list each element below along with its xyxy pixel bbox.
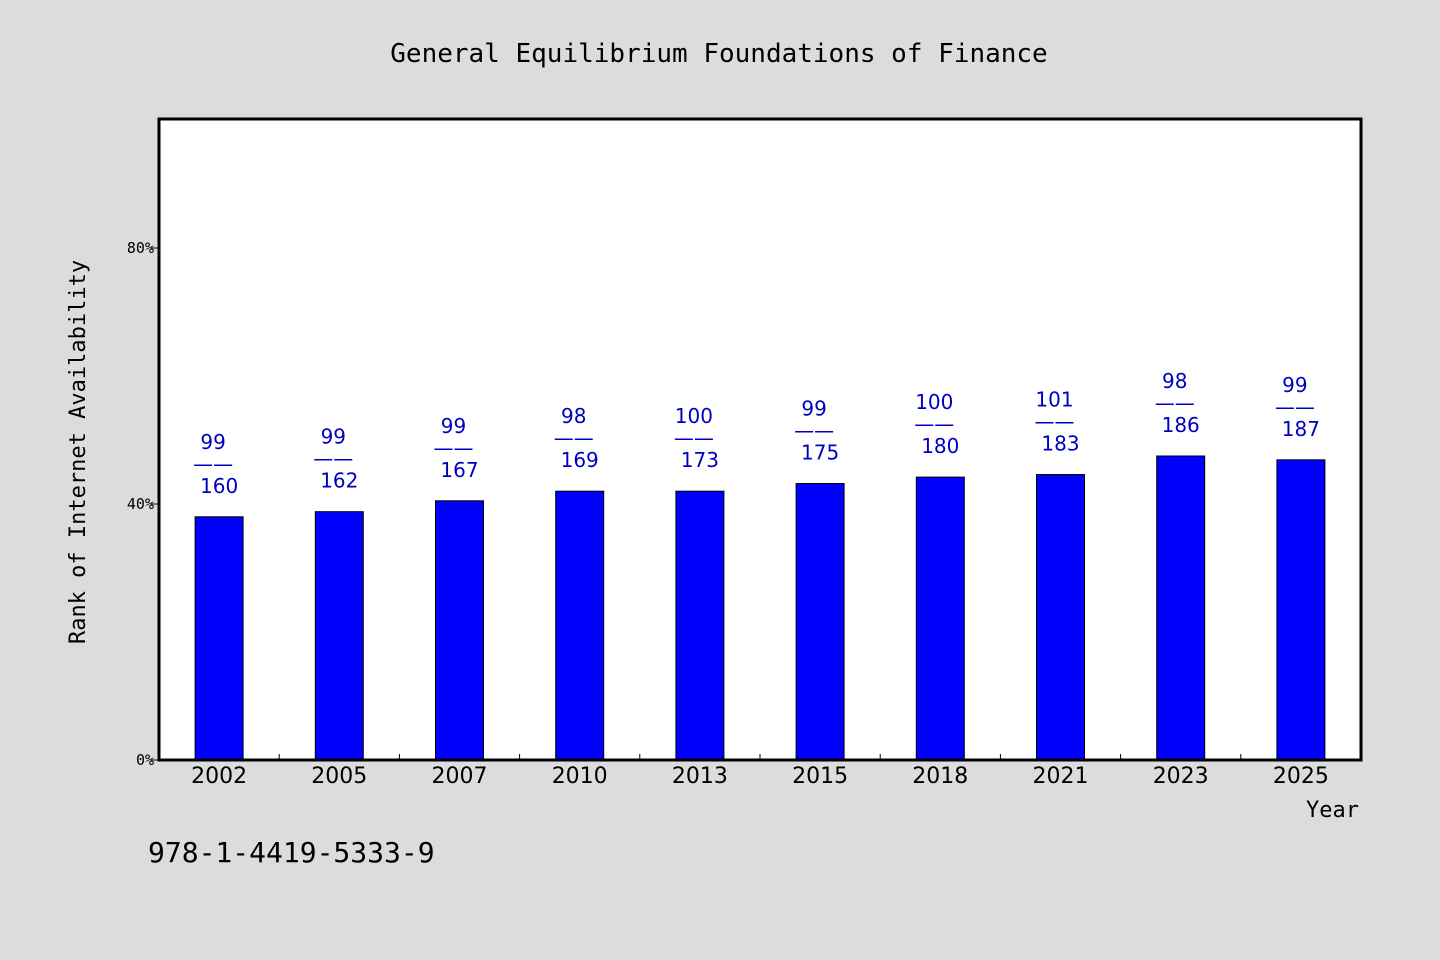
bar-2005 bbox=[314, 511, 364, 761]
x-tick-label: 2015 bbox=[792, 764, 848, 789]
y-tick-label: 40% bbox=[127, 495, 154, 513]
footer-isbn: 978-1-4419-5333-9 bbox=[148, 836, 435, 869]
data-label-bottom: 160 bbox=[200, 474, 238, 498]
y-axis-label: Rank of Internet Availability bbox=[66, 260, 91, 644]
data-label-top: 99 bbox=[321, 425, 346, 449]
x-tick-label: 2002 bbox=[191, 764, 247, 789]
data-label-separator: —— bbox=[554, 426, 594, 450]
x-tick-label: 2023 bbox=[1153, 764, 1209, 789]
bar-2015 bbox=[795, 483, 845, 761]
data-label-bottom: 169 bbox=[561, 448, 599, 472]
x-tick-label: 2021 bbox=[1033, 764, 1089, 789]
x-tick-label: 2018 bbox=[912, 764, 968, 789]
data-label-top: 99 bbox=[200, 430, 225, 454]
chart-title: General Equilibrium Foundations of Finan… bbox=[390, 39, 1047, 69]
plot-frame bbox=[157, 117, 1363, 762]
y-tick-label: 0% bbox=[136, 751, 154, 769]
data-label-bottom: 175 bbox=[801, 441, 839, 465]
data-label-separator: —— bbox=[313, 447, 353, 471]
data-label-separator: —— bbox=[914, 412, 954, 436]
data-label-top: 99 bbox=[1282, 373, 1307, 397]
x-tick-label: 2007 bbox=[432, 764, 488, 789]
data-label-top: 100 bbox=[675, 404, 713, 428]
x-tick-label: 2010 bbox=[552, 764, 608, 789]
data-label-bottom: 173 bbox=[681, 448, 719, 472]
data-label-separator: —— bbox=[1275, 395, 1315, 419]
x-axis-label: Year bbox=[1306, 798, 1359, 823]
x-tick-label: 2025 bbox=[1273, 764, 1329, 789]
data-label-top: 99 bbox=[441, 414, 466, 438]
data-label-bottom: 180 bbox=[921, 434, 959, 458]
x-tick-label: 2005 bbox=[311, 764, 367, 789]
bar-2007 bbox=[435, 500, 484, 761]
x-tick-label: 2013 bbox=[672, 764, 728, 789]
y-tick-label: 80% bbox=[127, 239, 154, 257]
data-label-bottom: 186 bbox=[1162, 413, 1200, 437]
data-label-separator: —— bbox=[674, 426, 714, 450]
bar-2010 bbox=[555, 490, 605, 761]
data-label-top: 98 bbox=[1162, 369, 1187, 393]
data-label-separator: —— bbox=[1155, 391, 1195, 415]
data-label-separator: —— bbox=[794, 419, 834, 443]
bar-2021 bbox=[1036, 474, 1085, 761]
data-label-bottom: 167 bbox=[440, 458, 478, 482]
data-label-bottom: 183 bbox=[1041, 432, 1079, 456]
bar-2013 bbox=[675, 490, 725, 761]
bar-2018 bbox=[915, 476, 965, 761]
data-label-separator: —— bbox=[193, 452, 233, 476]
bar-2025 bbox=[1276, 459, 1326, 761]
bar-2023 bbox=[1156, 455, 1206, 761]
data-label-bottom: 187 bbox=[1282, 417, 1320, 441]
data-label-separator: —— bbox=[1035, 410, 1075, 434]
data-labels: 200299——160200599——162200799——167201098—… bbox=[191, 369, 1329, 789]
bars bbox=[194, 455, 1326, 761]
data-label-bottom: 162 bbox=[320, 469, 358, 493]
data-label-top: 98 bbox=[561, 404, 586, 428]
data-label-top: 101 bbox=[1035, 388, 1073, 412]
bar-2002 bbox=[194, 516, 244, 761]
data-label-top: 99 bbox=[801, 397, 826, 421]
data-label-top: 100 bbox=[915, 390, 953, 414]
data-label-separator: —— bbox=[434, 436, 474, 460]
